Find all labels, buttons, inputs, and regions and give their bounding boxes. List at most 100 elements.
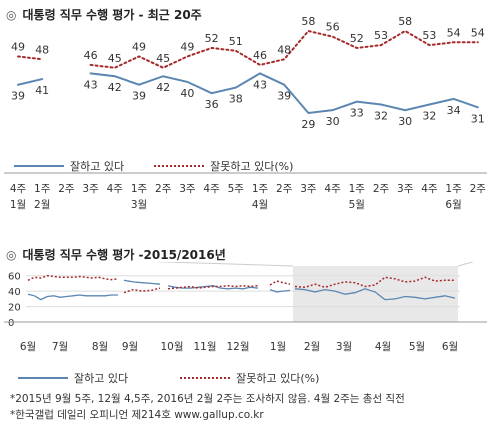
disapprove-series-line	[294, 276, 455, 289]
disapprove-swatch	[154, 165, 205, 167]
x-month-label: 11월	[193, 341, 216, 353]
disapprove-series-line	[17, 55, 44, 61]
y-tick-label: 20	[8, 303, 21, 314]
approve-value-label: 29	[301, 118, 315, 131]
x-month-label: 4월	[375, 341, 391, 353]
footnote-source: *한국갤럽 데일리 오피니언 제214호 www.gallup.co.kr	[10, 409, 264, 421]
approve-series-line	[294, 288, 456, 301]
approve-swatch	[18, 377, 68, 379]
x-tick-label: 4주	[10, 183, 27, 195]
disapprove-series-line	[269, 280, 291, 286]
x-month-label: 3월	[131, 199, 147, 211]
disapprove-value-label: 52	[350, 32, 364, 45]
approve-value-label: 30	[398, 115, 412, 128]
x-month-label: 8월	[92, 341, 108, 353]
x-tick-label: 4주	[107, 183, 124, 195]
approve-value-label: 34	[447, 104, 461, 117]
zoom-connector-left	[150, 262, 294, 267]
x-tick-label: 1주	[445, 183, 462, 195]
x-month-label: 2월	[34, 199, 50, 211]
x-month-label: 5월	[409, 341, 425, 353]
x-month-label: 6월	[445, 199, 461, 211]
disapprove-swatch	[180, 377, 231, 379]
disapprove-value-label: 46	[84, 49, 98, 62]
approve-series-line	[167, 285, 259, 290]
approve-value-label: 31	[471, 112, 485, 125]
disapprove-series-line	[27, 274, 119, 281]
approve-series-line	[27, 293, 118, 301]
x-tick-label: 4주	[324, 183, 341, 195]
approve-value-label: 32	[422, 110, 436, 123]
disapprove-value-label: 58	[398, 15, 412, 28]
approve-value-label: 36	[205, 98, 219, 111]
disapprove-value-label: 54	[447, 26, 461, 39]
y-tick-label: 0	[8, 318, 14, 329]
y-tick-label: 60	[8, 272, 21, 283]
x-month-label: 7월	[52, 341, 68, 353]
top-title-text: 대통령 직무 수행 평가 - 최근 20주	[22, 8, 202, 22]
x-tick-label: 1주	[34, 183, 51, 195]
approve-value-label: 30	[326, 115, 340, 128]
x-month-label: 6월	[442, 341, 458, 353]
approve-series-line	[123, 279, 161, 285]
disapprove-value-label: 58	[301, 15, 315, 28]
x-tick-label: 3주	[179, 183, 196, 195]
disapprove-series-line	[123, 287, 161, 294]
approve-value-label: 43	[253, 78, 267, 91]
x-month-label: 5월	[349, 199, 365, 211]
zoom-connector-right	[457, 262, 475, 267]
top-legend: 잘하고 있다 잘못하고 있다(%)	[14, 158, 293, 174]
disapprove-value-label: 49	[132, 40, 146, 53]
top-legend-approve: 잘하고 있다	[70, 160, 125, 173]
bottom-chart: 0 20 40 60 6월 7월 8월 9월 10월 11월 12월 1월 2월 3월 4월 5월 6월	[4, 262, 487, 353]
x-tick-label: 2주	[470, 183, 487, 195]
disapprove-value-label: 52	[205, 32, 219, 45]
title-mark: ◎	[6, 248, 17, 262]
bottom-title-text: 대통령 직무 수행 평가 -2015/2016년	[22, 248, 226, 262]
bottom-chart-title: ◎ 대통령 직무 수행 평가 -2015/2016년	[6, 246, 226, 263]
footnote-survey: *2015년 9월 5주, 12월 4,5주, 2016년 2월 2주는 조사하…	[10, 393, 405, 405]
x-tick-label: 4주	[421, 183, 438, 195]
x-tick-label: 2주	[373, 183, 390, 195]
x-month-label: 1월	[270, 341, 286, 353]
approve-value-label: 40	[180, 87, 194, 100]
bottom-legend: 잘하고 있다 잘못하고 있다(%)	[18, 370, 319, 386]
x-tick-label: 3주	[397, 183, 414, 195]
title-mark: ◎	[6, 8, 17, 22]
x-tick-label: 1주	[252, 183, 269, 195]
approve-value-label: 39	[132, 90, 146, 103]
approve-value-label: 32	[374, 110, 388, 123]
disapprove-value-label: 49	[11, 40, 25, 53]
x-month-label: 10월	[160, 341, 183, 353]
recent-period-shade	[293, 266, 458, 322]
top-legend-disapprove: 잘못하고 있다(%)	[210, 160, 294, 173]
x-month-label: 12월	[226, 341, 249, 353]
disapprove-value-label: 56	[326, 21, 340, 34]
x-tick-label: 3주	[300, 183, 317, 195]
approve-value-label: 42	[156, 81, 170, 94]
disapprove-value-label: 45	[156, 52, 170, 65]
bottom-legend-disapprove: 잘못하고 있다(%)	[236, 372, 320, 385]
top-chart-title: ◎ 대통령 직무 수행 평가 - 최근 20주	[6, 6, 202, 23]
disapprove-value-label: 54	[471, 26, 485, 39]
approve-value-label: 39	[277, 90, 291, 103]
approve-value-label: 42	[108, 81, 122, 94]
disapprove-series-line	[167, 284, 259, 290]
x-month-label: 6월	[20, 341, 36, 353]
bottom-legend-approve: 잘하고 있다	[74, 372, 129, 385]
disapprove-value-label: 53	[422, 29, 436, 42]
disapprove-series-line	[89, 29, 479, 69]
approve-series-line	[269, 288, 291, 293]
x-tick-label: 2주	[276, 183, 293, 195]
y-tick-label: 40	[8, 287, 21, 298]
x-tick-label: 3주	[82, 183, 99, 195]
approve-value-label: 33	[350, 107, 364, 120]
x-tick-label: 2주	[58, 183, 75, 195]
x-tick-label: 2주	[155, 183, 172, 195]
x-tick-label: 1주	[131, 183, 148, 195]
approve-value-label: 41	[35, 84, 49, 97]
x-month-label: 4월	[252, 199, 268, 211]
x-month-label: 2월	[304, 341, 320, 353]
x-tick-label: 4주	[203, 183, 220, 195]
disapprove-value-label: 49	[180, 40, 194, 53]
